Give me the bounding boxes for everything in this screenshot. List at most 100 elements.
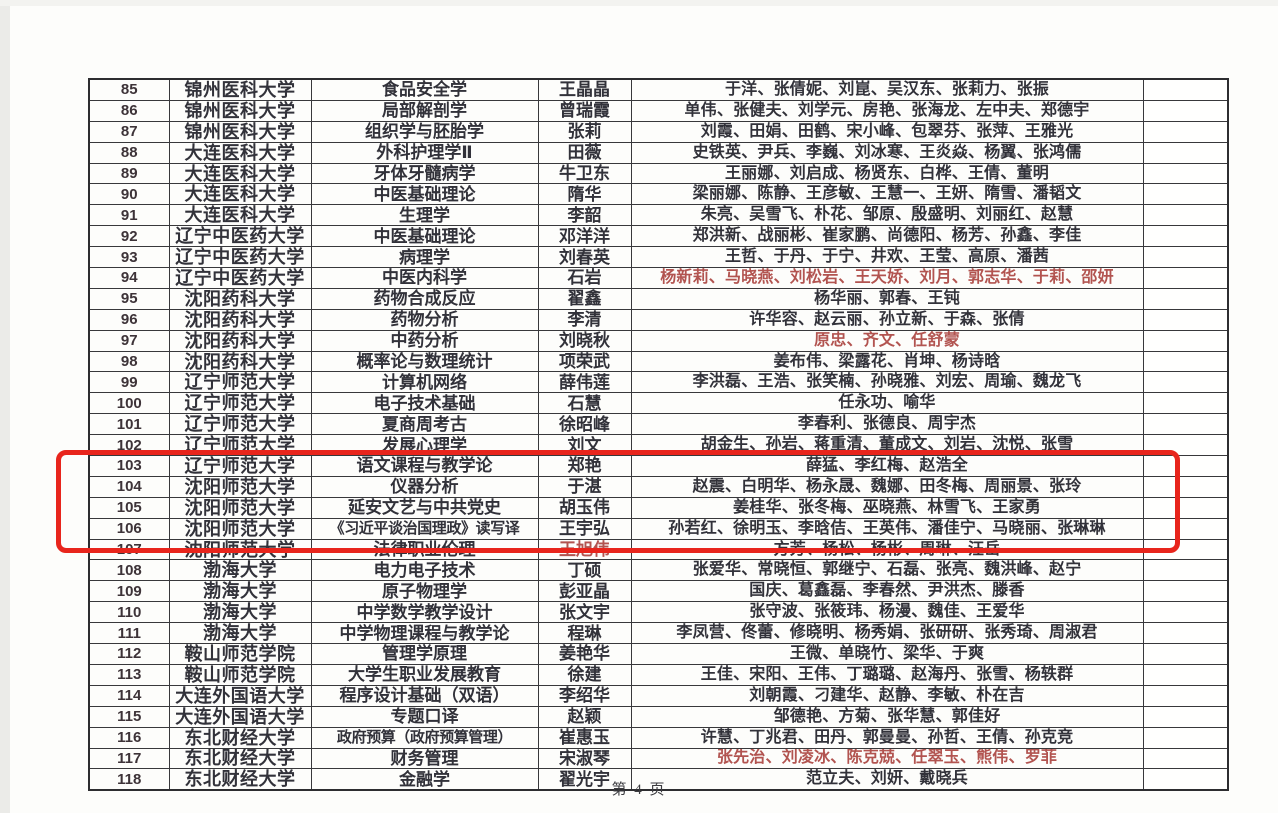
cell-university: 辽宁中医药大学: [168, 267, 312, 289]
cell-course-name: 管理学原理: [310, 643, 539, 665]
cell-row-number: 90: [88, 183, 170, 206]
table-row: 112 鞍山师范学院 管理学原理 姜艳华 王微、单晓竹、梁华、于爽: [88, 643, 1229, 665]
cell-lead-teacher: 邓洋洋: [537, 225, 632, 248]
cell-university: 大连医科大学: [168, 204, 312, 227]
cell-blank: [1142, 225, 1229, 248]
table-row: 109 渤海大学 原子物理学 彭亚晶 国庆、葛鑫磊、李春然、尹洪杰、滕香: [88, 580, 1229, 603]
cell-university: 鞍山师范学院: [168, 663, 312, 686]
cell-lead-teacher: 李绍华: [537, 684, 632, 707]
cell-row-number: 108: [88, 559, 170, 582]
table-row: 92 辽宁中医药大学 中医基础理论 邓洋洋 郑洪新、战丽彬、崔家鹏、尚德阳、杨芳…: [88, 225, 1229, 248]
cell-row-number: 94: [88, 267, 170, 289]
table-row: 97 沈阳药科大学 中药分析 刘晓秋 原忠、齐文、任舒蒙: [88, 329, 1229, 352]
award-course-table: 85 锦州医科大学 食品安全学 王晶晶 于洋、张倩妮、刘崑、吴汉东、张莉力、张振…: [88, 78, 1229, 792]
cell-course-name: 原子物理学: [310, 580, 539, 603]
cell-lead-teacher: 崔惠玉: [537, 726, 632, 749]
table-row: 111 渤海大学 中学物理课程与教学论 程琳 李凤营、佟蕾、修晓明、杨秀娟、张研…: [88, 622, 1229, 645]
cell-university: 辽宁师范大学: [168, 455, 312, 477]
cell-team-members: 杨新莉、马晓燕、刘松岩、王天娇、刘月、郭志华、于莉、邵妍: [630, 267, 1144, 289]
cell-blank: [1142, 204, 1229, 227]
cell-blank: [1142, 392, 1229, 415]
cell-university: 辽宁中医药大学: [168, 246, 312, 269]
cell-university: 大连医科大学: [168, 183, 312, 206]
cell-team-members: 国庆、葛鑫磊、李春然、尹洪杰、滕香: [630, 580, 1144, 603]
cell-row-number: 112: [88, 643, 170, 665]
cell-blank: [1142, 684, 1229, 707]
table-row: 100 辽宁师范大学 电子技术基础 石慧 任永功、喻华: [88, 392, 1229, 415]
cell-team-members: 刘霞、田娟、田鹤、宋小峰、包翠芬、张萍、王雅光: [630, 120, 1144, 143]
cell-university: 辽宁师范大学: [168, 413, 312, 436]
cell-row-number: 115: [88, 705, 170, 728]
table-row: 101 辽宁师范大学 夏商周考古 徐昭峰 李春利、张德良、周宇杰: [88, 413, 1229, 436]
cell-university: 沈阳师范大学: [168, 496, 312, 519]
cell-course-name: 《习近平谈治国理政》读写译: [310, 517, 539, 540]
cell-team-members: 薛猛、李红梅、赵浩全: [630, 455, 1144, 477]
cell-team-members: 王丽娜、刘启成、杨贤东、白桦、王倩、董明: [630, 162, 1144, 185]
cell-course-name: 电子技术基础: [310, 392, 539, 415]
cell-university: 沈阳药科大学: [168, 350, 312, 373]
cell-row-number: 118: [88, 768, 170, 791]
cell-course-name: 金融学: [310, 768, 539, 791]
cell-course-name: 专题口译: [310, 705, 539, 728]
cell-lead-teacher: 薛伟莲: [537, 371, 632, 394]
cell-university: 辽宁师范大学: [168, 434, 312, 457]
cell-lead-teacher: 彭亚晶: [537, 580, 632, 603]
table-row: 113 鞍山师范学院 大学生职业发展教育 徐建 王佳、宋阳、王伟、丁璐璐、赵海丹…: [88, 663, 1229, 686]
cell-row-number: 98: [88, 350, 170, 373]
cell-team-members: 史铁英、尹兵、李巍、刘冰寒、王炎焱、杨翼、张鸿儒: [630, 141, 1144, 164]
table-row: 115 大连外国语大学 专题口译 赵颖 邹德艳、方菊、张华慧、郭佳好: [88, 705, 1229, 728]
cell-university: 锦州医科大学: [168, 99, 312, 122]
table-row: 107 沈阳师范大学 法律职业伦理 王旭伟 方芳、杨松、杨彬、周琳、汪岳: [88, 538, 1229, 561]
table-row: 99 辽宁师范大学 计算机网络 薛伟莲 李洪磊、王浩、张笑楠、孙晓雅、刘宏、周瑜…: [88, 371, 1229, 394]
table-row: 110 渤海大学 中学数学教学设计 张文宇 张守波、张筱玮、杨漫、魏佳、王爱华: [88, 601, 1229, 624]
cell-university: 东北财经大学: [168, 747, 312, 770]
cell-row-number: 100: [88, 392, 170, 415]
cell-university: 沈阳师范大学: [168, 475, 312, 498]
cell-lead-teacher: 胡玉伟: [537, 496, 632, 519]
cell-course-name: 牙体牙髓病学: [310, 162, 539, 185]
table-row: 95 沈阳药科大学 药物合成反应 翟鑫 杨华丽、郭春、王钝: [88, 287, 1229, 310]
cell-university: 沈阳师范大学: [168, 517, 312, 540]
cell-team-members: 李洪磊、王浩、张笑楠、孙晓雅、刘宏、周瑜、魏龙飞: [630, 371, 1144, 394]
table-row: 88 大连医科大学 外科护理学Ⅱ 田薇 史铁英、尹兵、李巍、刘冰寒、王炎焱、杨翼…: [88, 141, 1229, 164]
cell-team-members: 原忠、齐文、任舒蒙: [630, 329, 1144, 352]
cell-course-name: 延安文艺与中共党史: [310, 496, 539, 519]
cell-university: 锦州医科大学: [168, 120, 312, 143]
cell-course-name: 病理学: [310, 246, 539, 269]
cell-blank: [1142, 308, 1229, 331]
table-row: 93 辽宁中医药大学 病理学 刘春英 王哲、于丹、于宁、井欢、王莹、高原、潘茜: [88, 246, 1229, 269]
cell-course-name: 概率论与数理统计: [310, 350, 539, 373]
cell-team-members: 王微、单晓竹、梁华、于爽: [630, 643, 1144, 665]
cell-course-name: 中医基础理论: [310, 183, 539, 206]
cell-university: 沈阳师范大学: [168, 538, 312, 561]
cell-row-number: 87: [88, 120, 170, 143]
cell-blank: [1142, 78, 1229, 101]
cell-row-number: 109: [88, 580, 170, 603]
cell-blank: [1142, 141, 1229, 164]
cell-blank: [1142, 517, 1229, 540]
cell-course-name: 组织学与胚胎学: [310, 120, 539, 143]
cell-blank: [1142, 162, 1229, 185]
cell-course-name: 电力电子技术: [310, 559, 539, 582]
cell-blank: [1142, 329, 1229, 352]
cell-blank: [1142, 371, 1229, 394]
cell-blank: [1142, 601, 1229, 624]
table-row: 106 沈阳师范大学 《习近平谈治国理政》读写译 王宇弘 孙若红、徐明玉、李晗佶…: [88, 517, 1229, 540]
table-row: 91 大连医科大学 生理学 李韶 朱亮、吴雪飞、朴花、邹原、殷盛明、刘丽红、赵慧: [88, 204, 1229, 227]
cell-lead-teacher: 石岩: [537, 267, 632, 289]
cell-blank: [1142, 705, 1229, 728]
cell-lead-teacher: 程琳: [537, 622, 632, 645]
cell-row-number: 113: [88, 663, 170, 686]
cell-team-members: 许华容、赵云丽、孙立新、于森、张倩: [630, 308, 1144, 331]
table-row: 108 渤海大学 电力电子技术 丁硕 张爱华、常晓恒、郭继宁、石磊、张亮、魏洪峰…: [88, 559, 1229, 582]
cell-course-name: 生理学: [310, 204, 539, 227]
cell-team-members: 单伟、张健夫、刘学元、房艳、张海龙、左中夫、郑德宇: [630, 99, 1144, 122]
cell-course-name: 财务管理: [310, 747, 539, 770]
cell-team-members: 张爱华、常晓恒、郭继宁、石磊、张亮、魏洪峰、赵宁: [630, 559, 1144, 582]
cell-lead-teacher: 姜艳华: [537, 643, 632, 665]
cell-lead-teacher: 张文宇: [537, 601, 632, 624]
cell-lead-teacher: 李清: [537, 308, 632, 331]
cell-blank: [1142, 434, 1229, 457]
cell-blank: [1142, 643, 1229, 665]
cell-team-members: 任永功、喻华: [630, 392, 1144, 415]
